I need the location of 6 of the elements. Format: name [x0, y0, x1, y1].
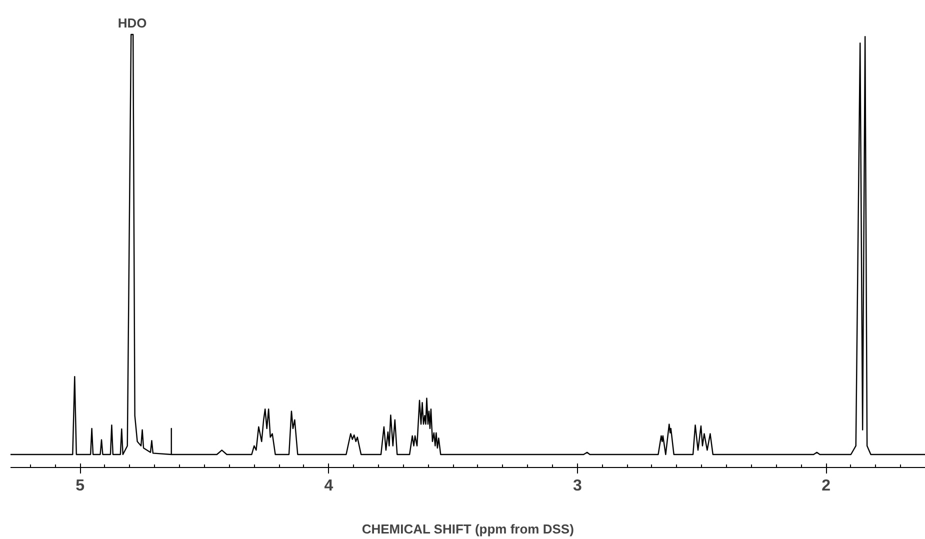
x-tick-label: 5: [76, 478, 85, 494]
x-tick-label: 3: [572, 478, 582, 494]
annotation: HDO: [118, 15, 147, 30]
x-tick-label: 2: [822, 478, 831, 494]
x-axis-title: CHEMICAL SHIFT (ppm from DSS): [362, 522, 574, 536]
x-tick-label: 4: [324, 478, 334, 494]
